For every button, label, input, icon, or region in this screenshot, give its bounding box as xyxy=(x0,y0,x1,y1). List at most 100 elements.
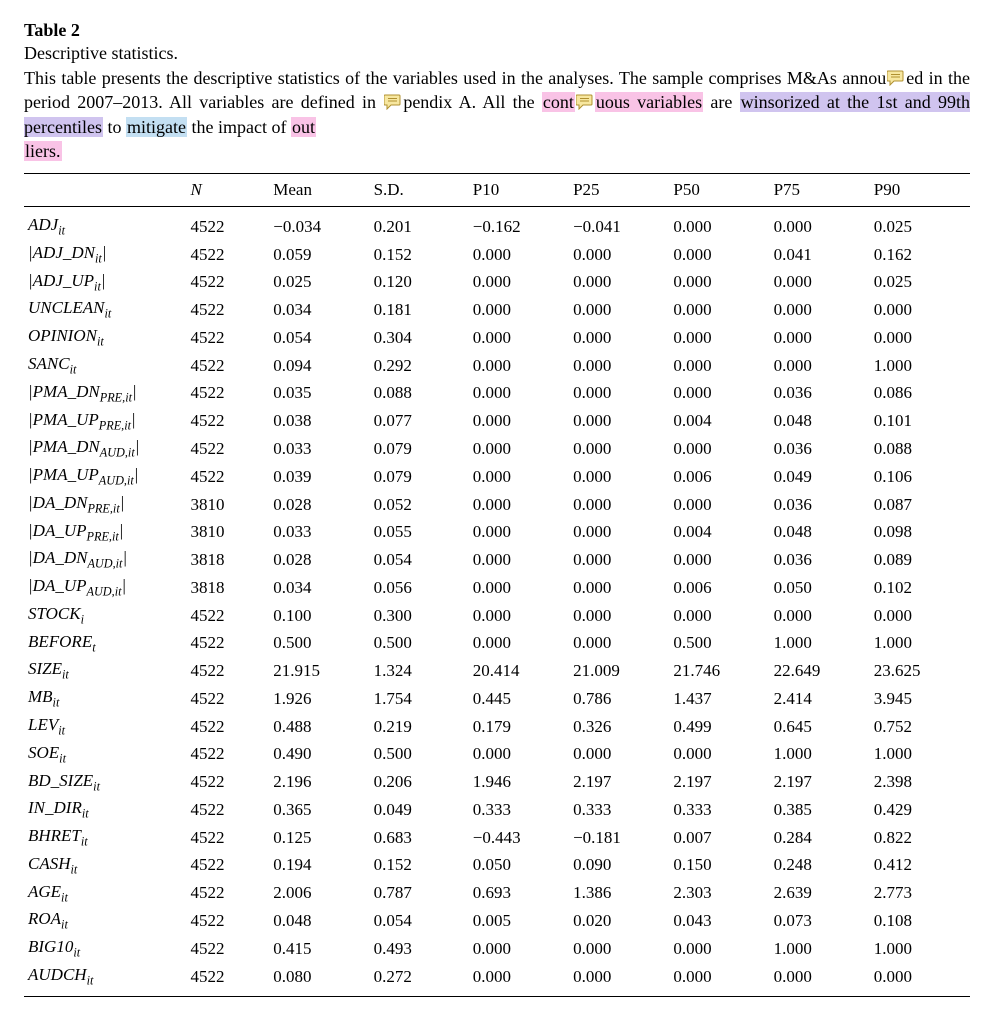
table-row: IN_DIRit45220.3650.0490.3330.3330.3330.3… xyxy=(24,796,970,824)
stat-cell: 4522 xyxy=(186,407,269,435)
caption-text: pendix A xyxy=(403,92,471,112)
stat-cell: 0.034 xyxy=(269,296,369,324)
stat-cell: 4522 xyxy=(186,741,269,769)
stat-cell: 4522 xyxy=(186,241,269,269)
caption-text: the impact of xyxy=(187,117,291,137)
stat-cell: 0.500 xyxy=(669,629,769,657)
stat-cell: 1.000 xyxy=(870,935,970,963)
stat-cell: 0.206 xyxy=(370,768,469,796)
variable-name: STOCKi xyxy=(24,602,186,630)
stat-cell: 0.079 xyxy=(370,463,469,491)
col-header-n: N xyxy=(186,174,269,207)
stat-cell: 0.000 xyxy=(770,352,870,380)
table-row: |PMA_UPPRE,it|45220.0380.0770.0000.0000.… xyxy=(24,407,970,435)
stat-cell: 4522 xyxy=(186,296,269,324)
stat-cell: −0.443 xyxy=(469,824,569,852)
stat-cell: 0.284 xyxy=(770,824,870,852)
stat-cell: 20.414 xyxy=(469,657,569,685)
stat-cell: 0.038 xyxy=(269,407,369,435)
highlight-outliers: out xyxy=(291,117,316,137)
stat-cell: 0.020 xyxy=(569,907,669,935)
stat-cell: 3818 xyxy=(186,546,269,574)
stat-cell: 0.500 xyxy=(370,629,469,657)
stat-cell: 0.000 xyxy=(870,963,970,997)
stat-cell: 0.054 xyxy=(269,324,369,352)
stat-cell: 0.049 xyxy=(370,796,469,824)
stat-cell: 1.000 xyxy=(770,935,870,963)
stat-cell: 0.025 xyxy=(870,269,970,297)
stat-cell: 0.000 xyxy=(469,629,569,657)
stat-cell: 2.196 xyxy=(269,768,369,796)
table-row: AUDCHit45220.0800.2720.0000.0000.0000.00… xyxy=(24,963,970,997)
stat-cell: 0.088 xyxy=(370,380,469,408)
table-row: AGEit45222.0060.7870.6931.3862.3032.6392… xyxy=(24,879,970,907)
stat-cell: 0.000 xyxy=(770,324,870,352)
stat-cell: 4522 xyxy=(186,796,269,824)
stat-cell: 4522 xyxy=(186,602,269,630)
variable-name: |PMA_DNAUD,it| xyxy=(24,435,186,463)
stat-cell: 0.036 xyxy=(770,546,870,574)
comment-icon[interactable] xyxy=(384,92,402,108)
stat-cell: 0.000 xyxy=(469,574,569,602)
comment-icon[interactable] xyxy=(887,68,905,84)
stat-cell: −0.181 xyxy=(569,824,669,852)
table-row: UNCLEANit45220.0340.1810.0000.0000.0000.… xyxy=(24,296,970,324)
stat-cell: −0.162 xyxy=(469,207,569,241)
stat-cell: 0.500 xyxy=(269,629,369,657)
variable-name: SANCit xyxy=(24,352,186,380)
table-row: ROAit45220.0480.0540.0050.0200.0430.0730… xyxy=(24,907,970,935)
stat-cell: 0.073 xyxy=(770,907,870,935)
stat-cell: 0.055 xyxy=(370,518,469,546)
variable-name: |DA_DNAUD,it| xyxy=(24,546,186,574)
stat-cell: 0.000 xyxy=(669,207,769,241)
stat-cell: 1.437 xyxy=(669,685,769,713)
table-row: MBit45221.9261.7540.4450.7861.4372.4143.… xyxy=(24,685,970,713)
variable-name: LEVit xyxy=(24,713,186,741)
stat-cell: 4522 xyxy=(186,713,269,741)
stat-cell: 0.000 xyxy=(870,324,970,352)
highlight-outliers: liers. xyxy=(24,141,62,161)
stat-cell: 0.000 xyxy=(469,935,569,963)
stat-cell: 0.041 xyxy=(770,241,870,269)
stat-cell: 3810 xyxy=(186,491,269,519)
stat-cell: 0.000 xyxy=(469,741,569,769)
stat-cell: 1.926 xyxy=(269,685,369,713)
stat-cell: 0.000 xyxy=(870,296,970,324)
comment-icon[interactable] xyxy=(576,92,594,108)
stat-cell: 0.000 xyxy=(770,963,870,997)
table-row: ADJit4522−0.0340.201−0.162−0.0410.0000.0… xyxy=(24,207,970,241)
stat-cell: 0.000 xyxy=(469,546,569,574)
stat-cell: 21.915 xyxy=(269,657,369,685)
stat-cell: 0.429 xyxy=(870,796,970,824)
table-row: SOEit45220.4900.5000.0000.0000.0001.0001… xyxy=(24,741,970,769)
stat-cell: 0.000 xyxy=(770,602,870,630)
table-row: SIZEit452221.9151.32420.41421.00921.7462… xyxy=(24,657,970,685)
stat-cell: 0.050 xyxy=(770,574,870,602)
stat-cell: 0.000 xyxy=(469,435,569,463)
stat-cell: 0.098 xyxy=(870,518,970,546)
stat-cell: −0.041 xyxy=(569,207,669,241)
highlight-continuous-variables: uous variables xyxy=(595,92,703,112)
stat-cell: 2.398 xyxy=(870,768,970,796)
stat-cell: 0.056 xyxy=(370,574,469,602)
stat-cell: 0.007 xyxy=(669,824,769,852)
stat-cell: 0.000 xyxy=(569,546,669,574)
stat-cell: 0.201 xyxy=(370,207,469,241)
table-subtitle: Descriptive statistics. xyxy=(24,43,970,64)
stat-cell: 0.000 xyxy=(669,352,769,380)
stat-cell: 4522 xyxy=(186,657,269,685)
stat-cell: 0.179 xyxy=(469,713,569,741)
stat-cell: 0.822 xyxy=(870,824,970,852)
stat-cell: 0.000 xyxy=(669,380,769,408)
stat-cell: 4522 xyxy=(186,380,269,408)
stat-cell: 0.499 xyxy=(669,713,769,741)
stat-cell: 0.493 xyxy=(370,935,469,963)
stat-cell: 0.415 xyxy=(269,935,369,963)
stat-cell: 4522 xyxy=(186,963,269,997)
stat-cell: 0.004 xyxy=(669,518,769,546)
stat-cell: 1.000 xyxy=(770,629,870,657)
variable-name: |DA_DNPRE,it| xyxy=(24,491,186,519)
stat-cell: 4522 xyxy=(186,463,269,491)
caption-text: This table presents the descriptive stat… xyxy=(24,68,886,88)
variable-name: MBit xyxy=(24,685,186,713)
